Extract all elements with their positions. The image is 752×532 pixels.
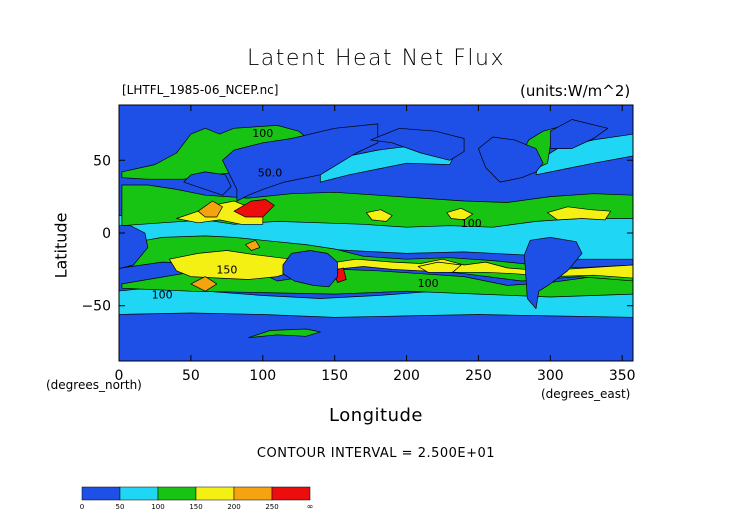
contour-region-27: [549, 119, 609, 149]
y-tick-label: 50: [93, 153, 111, 169]
x-tick-label: 300: [537, 368, 564, 384]
contour-region-19: [245, 239, 261, 251]
y-tick-label: −50: [81, 299, 111, 315]
colorbar-swatch: [157, 486, 197, 501]
contour-region-15: [417, 261, 462, 273]
colorbar-label: 250: [265, 503, 278, 511]
colorbar-swatch: [81, 486, 121, 501]
contour-region-18: [190, 276, 218, 292]
x-tick-label: 150: [321, 368, 348, 384]
chart-title: Latent Heat Net Flux: [247, 46, 505, 71]
contour-region-13: [446, 207, 474, 221]
x-tick-label: 50: [182, 368, 200, 384]
y-units-label: (degrees_north): [46, 378, 142, 392]
x-tick-label: 350: [609, 368, 636, 384]
y-tick-label: 0: [102, 226, 111, 242]
contour-region-23: [119, 225, 149, 270]
contour-label: 100: [152, 288, 173, 301]
x-tick-label: 200: [393, 368, 420, 384]
colorbar-label: 0: [80, 503, 84, 511]
x-axis-label: Longitude: [328, 405, 424, 426]
colorbar-label: 100: [151, 503, 164, 511]
colorbar-swatch: [233, 486, 273, 501]
colorbar-end-label: ∞: [307, 502, 314, 511]
contour-region-16: [197, 200, 223, 218]
contour-region-24: [222, 123, 379, 202]
contour-region-12: [365, 209, 393, 222]
contour-label: 100: [418, 277, 439, 290]
contour-region-29: [524, 237, 583, 309]
contour-region-20: [233, 199, 275, 218]
contour-region-22: [282, 250, 338, 288]
contour-label: 150: [216, 264, 237, 277]
file-label: [LHTFL_1985-06_NCEP.nc]: [122, 83, 279, 97]
contour-interval-label: CONTOUR INTERVAL = 2.500E+01: [256, 446, 496, 461]
x-tick-label: 100: [249, 368, 276, 384]
colorbar-label: 50: [116, 503, 125, 511]
contour-label: 100: [461, 217, 482, 230]
contour-region-9: [248, 328, 321, 339]
x-units-label: (degrees_east): [541, 387, 631, 401]
colorbar-swatch: [119, 486, 159, 501]
contour-region-28: [183, 171, 232, 196]
x-tick-label: 250: [465, 368, 492, 384]
contour-region-26: [478, 136, 544, 183]
colorbar-label: 200: [227, 503, 240, 511]
contour-region-25: [370, 127, 465, 161]
colorbar-swatch: [195, 486, 235, 501]
contour-label: 50.0: [258, 166, 283, 179]
contour-region-14: [547, 206, 612, 221]
colorbar-label: 150: [189, 503, 202, 511]
x-tick-label: 0: [115, 368, 124, 384]
colorbar-swatch: [271, 486, 311, 501]
contour-label: 100: [252, 127, 273, 140]
units-label: (units:W/m^2): [520, 82, 631, 100]
